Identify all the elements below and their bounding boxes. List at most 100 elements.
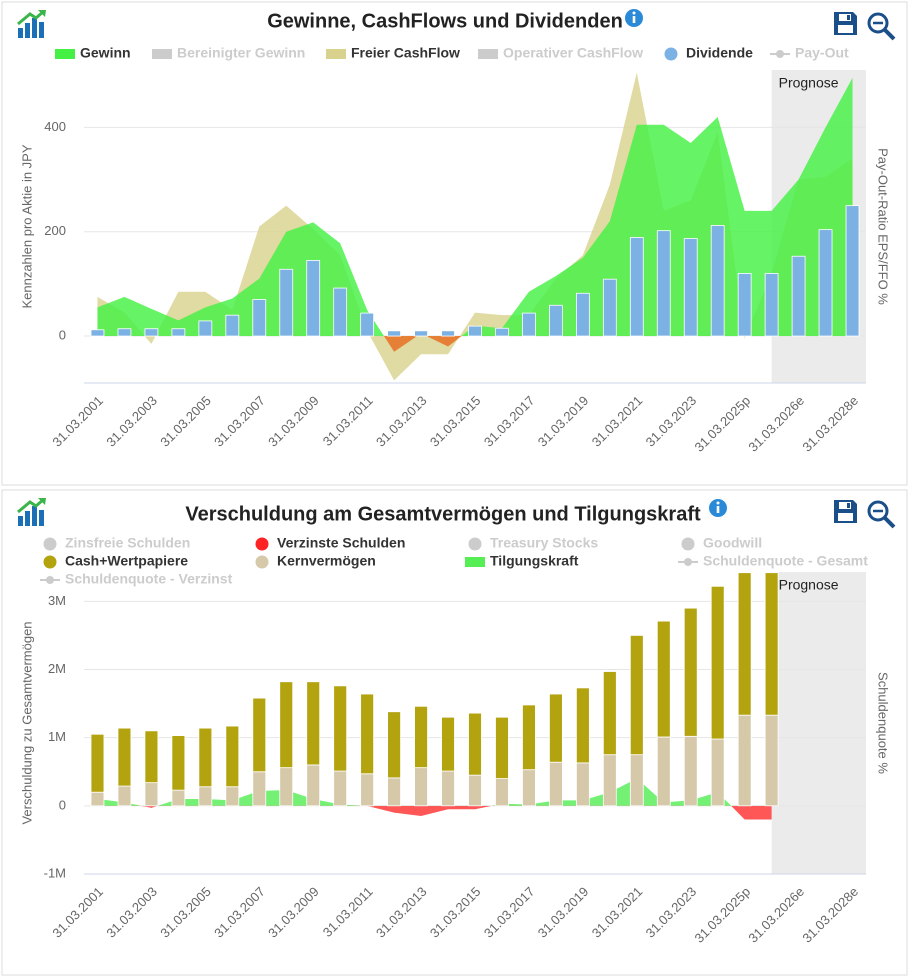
logo bbox=[17, 497, 46, 526]
bar bbox=[549, 693, 563, 763]
bar bbox=[225, 786, 240, 807]
save-button[interactable] bbox=[834, 12, 857, 35]
y-tick-label: 0 bbox=[59, 797, 66, 812]
bar bbox=[441, 716, 455, 772]
y-axis-title: Kennzahlen pro Aktie in JPY bbox=[19, 144, 34, 308]
bar bbox=[252, 771, 267, 807]
bar bbox=[845, 205, 860, 337]
y-tick-label: 1M bbox=[48, 729, 66, 744]
y-tick-label: -1M bbox=[44, 865, 66, 880]
bar bbox=[306, 681, 321, 766]
bar bbox=[117, 328, 132, 337]
bar bbox=[90, 329, 105, 337]
legend-label[interactable]: Goodwill bbox=[703, 535, 762, 551]
bar bbox=[144, 328, 159, 337]
legend-marker bbox=[255, 555, 269, 569]
legend-marker bbox=[255, 537, 269, 551]
bar bbox=[575, 292, 590, 337]
bar bbox=[198, 786, 213, 807]
bar bbox=[90, 791, 105, 807]
legend-label[interactable]: Zinsfreie Schulden bbox=[65, 535, 190, 551]
negative-area bbox=[141, 805, 772, 820]
legend-label[interactable]: Cash+Wertpapiere bbox=[65, 553, 188, 569]
zoom-button[interactable] bbox=[867, 12, 896, 41]
bar bbox=[575, 687, 590, 764]
legend-label[interactable]: Tilgungskraft bbox=[490, 553, 579, 569]
bar bbox=[441, 770, 455, 807]
legend-label[interactable]: Schuldenquote - Gesamt bbox=[703, 553, 868, 569]
bar bbox=[549, 761, 563, 807]
bar bbox=[198, 727, 213, 788]
legend-marker bbox=[43, 537, 57, 551]
y2-axis-title: Pay-Out-Ratio EPS/FFO % bbox=[876, 148, 891, 305]
info-icon[interactable] bbox=[709, 499, 727, 517]
bar bbox=[333, 685, 348, 772]
info-icon[interactable] bbox=[625, 9, 643, 27]
bar bbox=[117, 785, 132, 807]
bar bbox=[683, 238, 698, 337]
bar bbox=[764, 273, 779, 337]
bar bbox=[144, 782, 159, 807]
bar bbox=[710, 585, 725, 740]
bar bbox=[656, 620, 671, 738]
bar bbox=[602, 754, 617, 807]
legend-label[interactable]: Pay-Out bbox=[795, 45, 849, 61]
legend-marker bbox=[664, 47, 678, 61]
legend-label[interactable]: Freier CashFlow bbox=[351, 45, 460, 61]
legend-marker bbox=[465, 557, 485, 567]
bar bbox=[468, 774, 482, 807]
bar bbox=[791, 255, 806, 337]
bar bbox=[279, 268, 294, 337]
bar bbox=[495, 778, 509, 807]
bar bbox=[549, 304, 563, 337]
legend-marker bbox=[681, 537, 695, 551]
bar bbox=[468, 712, 482, 776]
legend-marker bbox=[152, 49, 172, 59]
y-tick-label: 2M bbox=[48, 661, 66, 676]
bar bbox=[710, 738, 725, 807]
bar bbox=[764, 714, 779, 807]
legend-label[interactable]: Verzinste Schulden bbox=[277, 535, 405, 551]
bar bbox=[117, 727, 132, 787]
legend-label[interactable]: Gewinn bbox=[80, 45, 131, 61]
y-tick-label: 200 bbox=[44, 223, 66, 238]
bar bbox=[575, 762, 590, 807]
bar bbox=[495, 716, 509, 779]
bar bbox=[629, 634, 644, 756]
bar bbox=[387, 777, 401, 807]
legend-marker bbox=[776, 50, 784, 58]
forecast-band bbox=[771, 572, 866, 874]
legend-label[interactable]: Treasury Stocks bbox=[490, 535, 598, 551]
bar bbox=[333, 287, 348, 337]
bar bbox=[414, 705, 428, 769]
bar bbox=[360, 693, 375, 775]
bar bbox=[306, 260, 321, 337]
bar bbox=[171, 328, 186, 337]
bar bbox=[360, 312, 375, 337]
bar bbox=[602, 671, 617, 756]
bar bbox=[198, 320, 213, 337]
legend-marker bbox=[468, 537, 482, 551]
bar bbox=[414, 330, 428, 337]
y2-axis-title: Schuldenquote % bbox=[876, 672, 891, 774]
legend-label[interactable]: Bereinigter Gewinn bbox=[177, 45, 305, 61]
bar bbox=[387, 711, 401, 779]
bar bbox=[522, 312, 536, 337]
legend-label[interactable]: Schuldenquote - Verzinst bbox=[65, 571, 233, 587]
bar bbox=[225, 725, 240, 788]
bar bbox=[225, 314, 240, 337]
bar bbox=[279, 767, 294, 807]
bar bbox=[360, 773, 375, 807]
bar bbox=[441, 330, 455, 337]
bar bbox=[656, 230, 671, 337]
bar bbox=[764, 572, 779, 716]
save-button[interactable] bbox=[834, 500, 857, 523]
legend-label[interactable]: Operativer CashFlow bbox=[503, 45, 643, 61]
bar bbox=[683, 735, 698, 807]
zoom-button[interactable] bbox=[867, 500, 896, 529]
legend-label[interactable]: Kernvermögen bbox=[277, 553, 376, 569]
bar bbox=[144, 730, 159, 784]
legend-label[interactable]: Dividende bbox=[686, 45, 753, 61]
bar bbox=[737, 714, 752, 807]
bar bbox=[252, 697, 267, 773]
